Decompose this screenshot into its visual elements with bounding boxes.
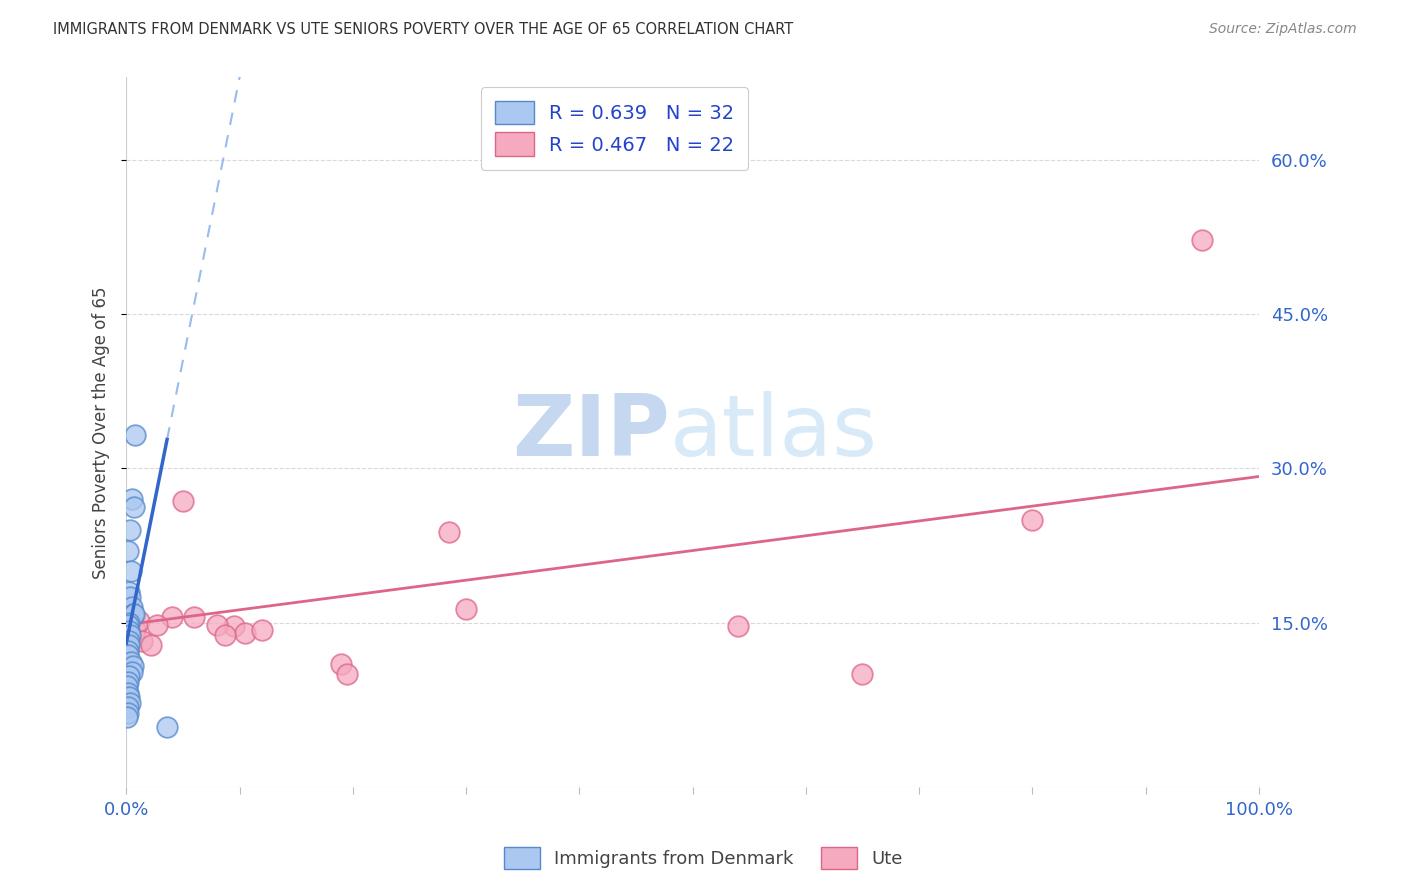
Point — [1191, 233, 1213, 247]
Point — [131, 634, 153, 648]
Point — [118, 638, 141, 652]
Point — [117, 706, 139, 720]
Point — [121, 658, 143, 673]
Point — [117, 679, 139, 693]
Point — [172, 494, 194, 508]
Text: ZIP: ZIP — [512, 391, 669, 474]
Point — [1021, 513, 1043, 527]
Point — [121, 600, 143, 615]
Point — [156, 721, 179, 735]
Text: atlas: atlas — [669, 391, 877, 474]
Point — [233, 625, 256, 640]
Point — [118, 628, 141, 642]
Point — [118, 690, 141, 704]
Point — [117, 617, 139, 632]
Point — [437, 524, 460, 539]
Point — [454, 602, 477, 616]
Point — [121, 665, 143, 679]
Point — [122, 500, 145, 515]
Point — [727, 618, 749, 632]
Point — [117, 644, 139, 658]
Point — [121, 610, 143, 624]
Point — [117, 584, 139, 599]
Point — [121, 492, 143, 507]
Point — [122, 607, 145, 622]
Point — [118, 523, 141, 537]
Point — [120, 590, 142, 604]
Text: IMMIGRANTS FROM DENMARK VS UTE SENIORS POVERTY OVER THE AGE OF 65 CORRELATION CH: IMMIGRANTS FROM DENMARK VS UTE SENIORS P… — [53, 22, 793, 37]
Point — [128, 614, 150, 628]
Point — [141, 638, 163, 652]
Y-axis label: Seniors Poverty Over the Age of 65: Seniors Poverty Over the Age of 65 — [93, 286, 110, 579]
Point — [118, 696, 141, 710]
Point — [117, 699, 139, 714]
Point — [117, 648, 139, 663]
Point — [124, 623, 146, 637]
Point — [851, 667, 873, 681]
Point — [122, 607, 145, 622]
Point — [117, 543, 139, 558]
Text: Source: ZipAtlas.com: Source: ZipAtlas.com — [1209, 22, 1357, 37]
Point — [118, 624, 141, 638]
Point — [205, 617, 228, 632]
Point — [117, 675, 139, 690]
Point — [118, 615, 141, 630]
Point — [117, 634, 139, 648]
Point — [124, 428, 146, 442]
Legend: R = 0.639   N = 32, R = 0.467   N = 22: R = 0.639 N = 32, R = 0.467 N = 22 — [481, 87, 748, 169]
Point — [222, 618, 245, 632]
Point — [117, 685, 139, 699]
Point — [120, 655, 142, 669]
Point — [336, 667, 359, 681]
Point — [330, 657, 353, 671]
Point — [160, 610, 183, 624]
Point — [118, 669, 141, 683]
Point — [115, 710, 138, 724]
Legend: Immigrants from Denmark, Ute: Immigrants from Denmark, Ute — [496, 839, 910, 876]
Point — [214, 628, 236, 642]
Point — [250, 623, 273, 637]
Point — [120, 564, 142, 578]
Point — [146, 617, 169, 632]
Point — [183, 610, 205, 624]
